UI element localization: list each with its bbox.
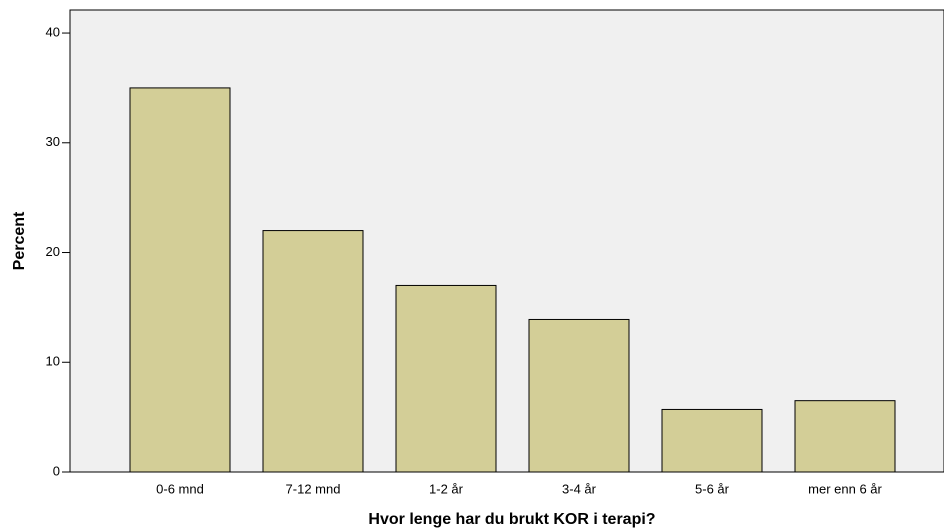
x-tick-label: mer enn 6 år xyxy=(808,481,882,496)
y-axis-title: Percent xyxy=(11,211,28,270)
bar xyxy=(129,87,231,473)
bar xyxy=(794,400,896,473)
y-tick-label: 30 xyxy=(46,134,60,149)
x-tick-label: 1-2 år xyxy=(429,481,464,496)
x-tick-label: 7-12 mnd xyxy=(286,481,341,496)
bar xyxy=(661,408,763,473)
y-tick-label: 10 xyxy=(46,354,60,369)
x-axis-title: Hvor lenge har du brukt KOR i terapi? xyxy=(368,511,655,528)
bar xyxy=(395,284,497,473)
y-tick-label: 0 xyxy=(53,463,60,478)
x-tick-label: 5-6 år xyxy=(695,481,730,496)
bar xyxy=(528,318,630,473)
bar xyxy=(262,230,364,473)
x-tick-label: 0-6 mnd xyxy=(156,481,204,496)
y-tick-label: 20 xyxy=(46,244,60,259)
y-tick-label: 40 xyxy=(46,24,60,39)
x-tick-label: 3-4 år xyxy=(562,481,597,496)
